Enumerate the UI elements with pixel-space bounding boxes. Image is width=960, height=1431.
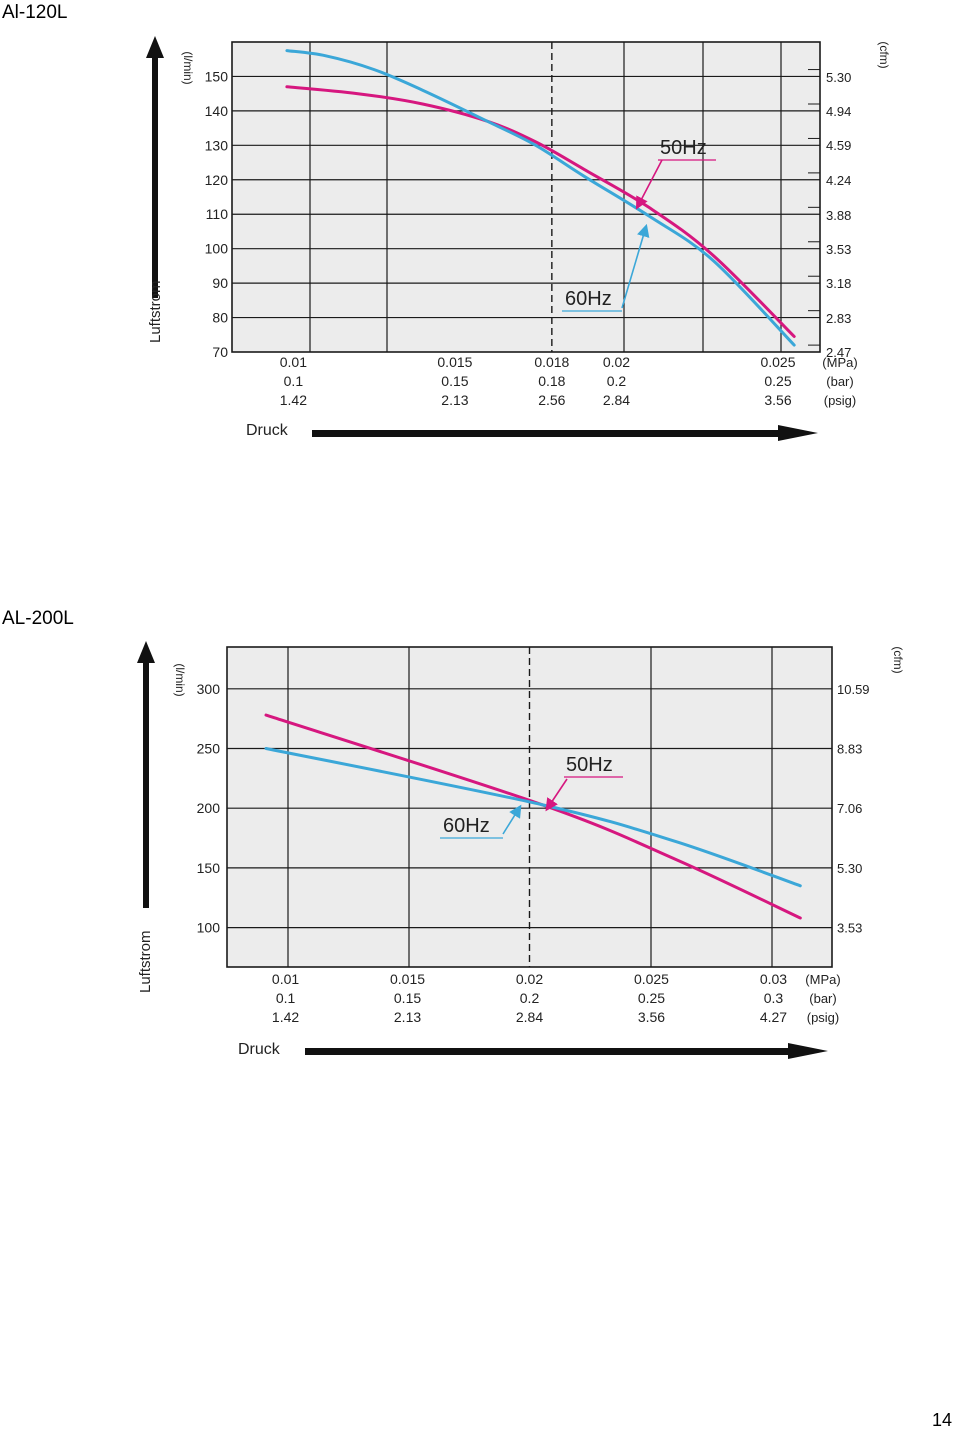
chart2-y-tick-label: 250	[197, 740, 221, 756]
chart1-x-tick-label-psig: 2.56	[538, 392, 565, 408]
chart1-y-right-tick-label: 5.30	[826, 70, 851, 85]
chart1-series-line-60hz	[285, 49, 796, 347]
chart1-y-tick-label: 140	[205, 103, 229, 119]
chart2-x-tick-label-bar: 0.25	[638, 990, 665, 1006]
chart1-y-tick-label: 120	[205, 172, 229, 188]
chart2-x-tick-label-psig: 4.27	[760, 1009, 787, 1025]
chart1-x-tick-label-bar: 0.15	[441, 373, 468, 389]
chart1-y-tick-label: 70	[212, 344, 228, 360]
chart2-y-unit-left: (l/min)	[173, 663, 187, 696]
chart1-y-right-tick-label: 2.47	[826, 345, 851, 360]
chart1-x-tick-label-psig: 1.42	[280, 392, 307, 408]
chart1-x-tick-label-psig: 2.13	[441, 392, 468, 408]
chart1-y-right-tick-label: 4.94	[826, 104, 851, 119]
chart2-y-right-tick-label: 10.59	[837, 682, 870, 697]
chart2-y-tick-label: 200	[197, 800, 221, 816]
chart1-x-axis-arrow-head	[778, 425, 818, 441]
chart2-x-tick-label-mpa: 0.015	[390, 971, 425, 987]
chart2-y-right-tick-label: 8.83	[837, 741, 862, 756]
chart1-x-tick-label-bar: 0.2	[607, 373, 627, 389]
chart2-x-tick-label-psig: 1.42	[272, 1009, 299, 1025]
chart1-x-tick-label-mpa: 0.025	[760, 354, 795, 370]
chart1-y-unit-right: (cfm)	[877, 41, 891, 68]
chart1-y-tick-label: 150	[205, 68, 229, 84]
chart2-x-unit-label: (MPa)	[805, 972, 840, 987]
chart2-y-right-tick-label: 7.06	[837, 801, 862, 816]
chart2-x-tick-label-psig: 2.84	[516, 1009, 543, 1025]
chart1-x-unit-label: (MPa)	[822, 355, 857, 370]
chart1-x-unit-label: (psig)	[824, 393, 857, 408]
chart2-x-tick-label-mpa: 0.01	[272, 971, 299, 987]
chart2-x-unit-label: (psig)	[807, 1010, 840, 1025]
chart1-x-tick-label-psig: 2.84	[603, 392, 630, 408]
chart1-y-right-tick-label: 3.53	[826, 242, 851, 257]
chart1-x-axis-title: Druck	[246, 422, 289, 439]
chart1-x-tick-label-mpa: 0.01	[280, 354, 307, 370]
chart2-x-axis-title: Druck	[238, 1041, 281, 1058]
chart1-y-right-tick-label: 4.59	[826, 138, 851, 153]
chart1-y-axis-title: Luftstrom	[147, 280, 164, 343]
chart2-x-axis-arrow-head	[788, 1043, 828, 1059]
chart2-legend-label-50hz: 50Hz	[566, 754, 613, 776]
chart2-y-axis-arrow-shaft	[143, 657, 149, 908]
chart2-x-tick-label-bar: 0.1	[276, 990, 296, 1006]
page-number: 14	[931, 1410, 952, 1430]
chart2-y-tick-label: 300	[197, 681, 221, 697]
chart1-y-unit-left: (l/min)	[181, 51, 195, 84]
chart2-y-axis-title: Luftstrom	[137, 930, 154, 993]
chart2-x-axis-arrow-shaft	[305, 1048, 792, 1055]
chart1-series-line-50hz	[285, 85, 796, 338]
chart1-x-tick-label-bar: 0.25	[764, 373, 791, 389]
chart1-plot-area	[231, 41, 821, 353]
chart2-x-tick-label-bar: 0.3	[764, 990, 784, 1006]
chart1-y-tick-label: 130	[205, 137, 229, 153]
chart1-y-right-tick-label: 2.83	[826, 311, 851, 326]
chart2-series-line-50hz	[264, 713, 802, 920]
chart2-y-right-tick-label: 3.53	[837, 921, 862, 936]
chart2-x-tick-label-psig: 3.56	[638, 1009, 665, 1025]
chart2-x-tick-label-bar: 0.15	[394, 990, 421, 1006]
chart1-y-axis-arrow-shaft	[152, 52, 158, 298]
chart2-y-unit-right: (cfm)	[891, 646, 905, 673]
chart-1-title: Al-120L	[2, 2, 68, 23]
chart2-y-right-tick-label: 5.30	[837, 861, 862, 876]
chart2-x-tick-label-mpa: 0.03	[760, 971, 787, 987]
chart1-y-axis-arrow-head	[146, 36, 164, 58]
chart1-y-tick-label: 80	[212, 310, 228, 326]
chart1-x-tick-label-mpa: 0.018	[534, 354, 569, 370]
chart1-y-right-tick-label: 3.18	[826, 276, 851, 291]
chart2-series-line-60hz	[264, 747, 802, 888]
chart2-x-tick-label-mpa: 0.02	[516, 971, 543, 987]
chart1-legend-label-50hz: 50Hz	[660, 137, 707, 159]
chart1-x-tick-label-mpa: 0.015	[437, 354, 472, 370]
chart1-y-right-tick-label: 4.24	[826, 173, 851, 188]
chart2-x-unit-label: (bar)	[809, 991, 836, 1006]
chart1-x-unit-label: (bar)	[826, 374, 853, 389]
chart2-legend-pointer	[502, 804, 522, 835]
chart2-legend-label-60hz: 60Hz	[443, 815, 490, 837]
chart2-legend-pointer	[545, 778, 568, 812]
chart1-x-tick-label-bar: 0.18	[538, 373, 565, 389]
chart1-legend-pointer	[636, 159, 663, 210]
chart1-x-tick-label-bar: 0.1	[284, 373, 304, 389]
chart1-x-tick-label-psig: 3.56	[764, 392, 791, 408]
chart1-legend-pointer	[621, 223, 650, 309]
chart2-x-tick-label-bar: 0.2	[520, 990, 540, 1006]
chart1-y-tick-label: 90	[212, 275, 228, 291]
chart2-y-tick-label: 150	[197, 860, 221, 876]
chart1-y-tick-label: 110	[206, 206, 229, 222]
chart1-x-axis-arrow-shaft	[312, 430, 782, 437]
chart2-x-tick-label-mpa: 0.025	[634, 971, 669, 987]
chart1-y-right-tick-label: 3.88	[826, 208, 851, 223]
chart1-y-tick-label: 100	[205, 241, 229, 257]
chart2-x-tick-label-psig: 2.13	[394, 1009, 421, 1025]
chart2-y-tick-label: 100	[197, 920, 221, 936]
chart-2-title: AL-200L	[2, 608, 74, 629]
chart1-x-tick-label-mpa: 0.02	[603, 354, 630, 370]
chart2-y-axis-arrow-head	[137, 641, 155, 663]
chart1-legend-label-60hz: 60Hz	[565, 288, 612, 310]
